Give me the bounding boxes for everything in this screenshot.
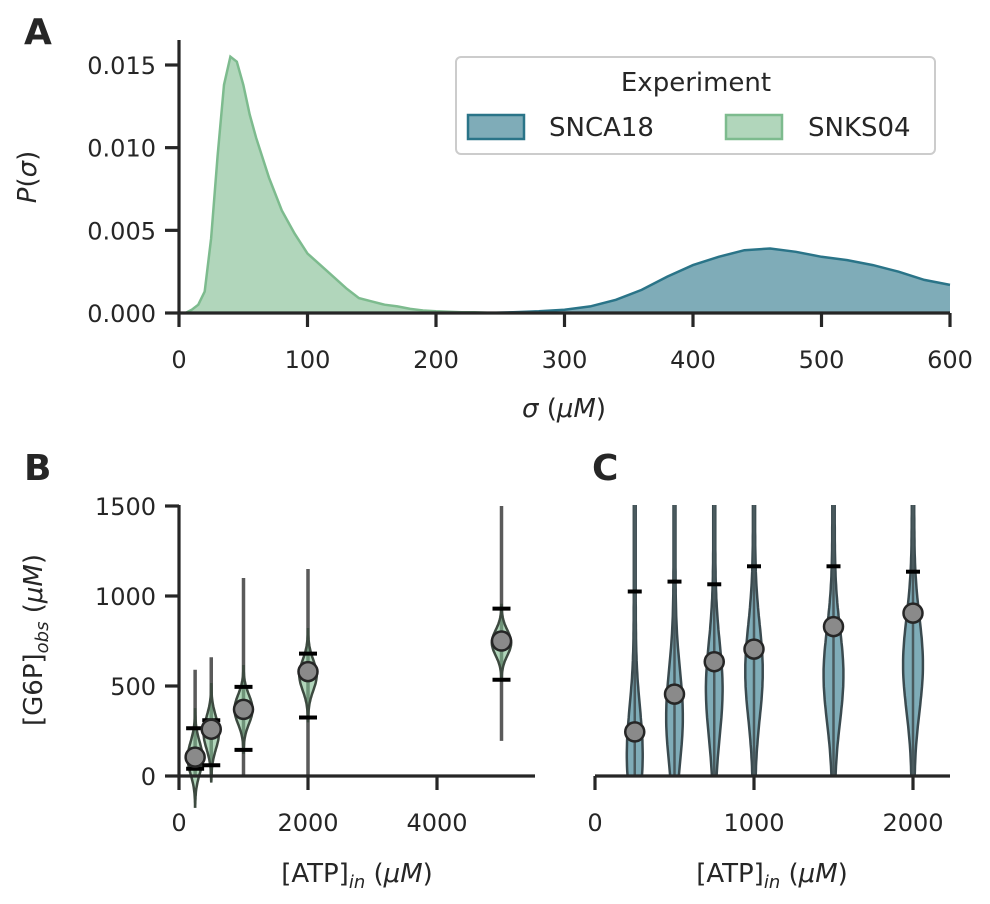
panel-a-x-axis-label: σ (μM) [522,394,606,424]
y-tick-label: 0.005 [87,217,156,245]
y-tick-label: 0.000 [87,300,156,328]
panel-b-violin-plot: 0 2000 4000 0 500 1000 1500 [ATP]in (μM) [G6P]… [19,493,535,893]
y-tick-label: 0.010 [87,135,156,163]
panel-c-violins [624,505,925,777]
y-tick-label: 500 [110,673,156,701]
panel-a-density-plot: 0 100 200 300 400 500 6000.0000.0050.0100.015 … [13,40,973,424]
density-area-snca18 [487,248,950,313]
y-tick-label: 1500 [95,493,156,521]
mean-point [703,650,725,673]
panel-label-b: B [24,448,51,489]
panel-c-ticks: 0 1000 2000 [587,776,944,837]
x-tick-label: 0 [171,346,186,374]
x-tick-label: 2000 [277,809,338,837]
mean-point [743,638,765,660]
panel-c-violin-plot: 0 1000 2000 [ATP]in (μM) [587,505,950,893]
legend-title: Experiment [621,68,771,98]
panel-a-ticks: 0 100 200 300 400 500 600 0.000 0.005 0.010 0.015 [87,52,973,374]
panel-b-x-axis-label: [ATP]in (μM) [281,859,433,893]
legend-label-snca18: SNCA18 [549,113,654,143]
x-tick-label: 4000 [406,809,467,837]
mean-point [297,660,319,683]
x-tick-label: 1000 [723,809,784,837]
x-tick-label: 300 [542,346,588,374]
mean-point [232,698,255,721]
x-tick-label: 0 [171,809,186,837]
panel-b-y-axis-label: [G6P]obs (μM) [19,554,53,726]
x-tick-label: 400 [670,346,716,374]
x-tick-label: 100 [285,346,331,374]
mean-point [624,721,646,743]
mean-point [200,718,222,740]
panel-b-violins [184,506,513,808]
y-tick-label: 0 [141,763,156,791]
legend-frame [455,56,936,155]
legend-swatch-snca18 [466,113,526,141]
x-tick-label: 200 [413,346,459,374]
mean-point [490,630,513,652]
density-areas [184,54,951,315]
panel-b-axes [177,505,535,778]
x-tick-label: 2000 [882,809,943,837]
x-tick-label: 500 [799,346,845,374]
y-tick-label: 1000 [95,583,156,611]
mean-point [902,602,924,624]
density-line-snca18 [487,247,951,315]
panel-label-c: C [592,448,618,489]
panel-a-y-axis-label: P(σ) [13,151,43,203]
mean-point [663,683,686,705]
x-tick-label: 0 [587,809,602,837]
panel-label-a: A [24,12,52,53]
mean-point [184,746,206,768]
legend-label-snks04: SNKS04 [808,113,911,143]
mean-point [822,615,845,638]
legend-swatch-snks04 [724,113,784,141]
x-tick-label: 600 [927,346,973,374]
density-area-snks04 [185,56,501,313]
panel-c-x-axis-label: [ATP]in (μM) [696,859,848,893]
panel-b-ticks: 0 2000 4000 0 500 1000 1500 [95,493,468,837]
y-tick-label: 0.015 [87,52,156,80]
density-line-snks04 [184,54,501,315]
legend: Experiment SNCA18 SNKS04 [455,56,936,155]
